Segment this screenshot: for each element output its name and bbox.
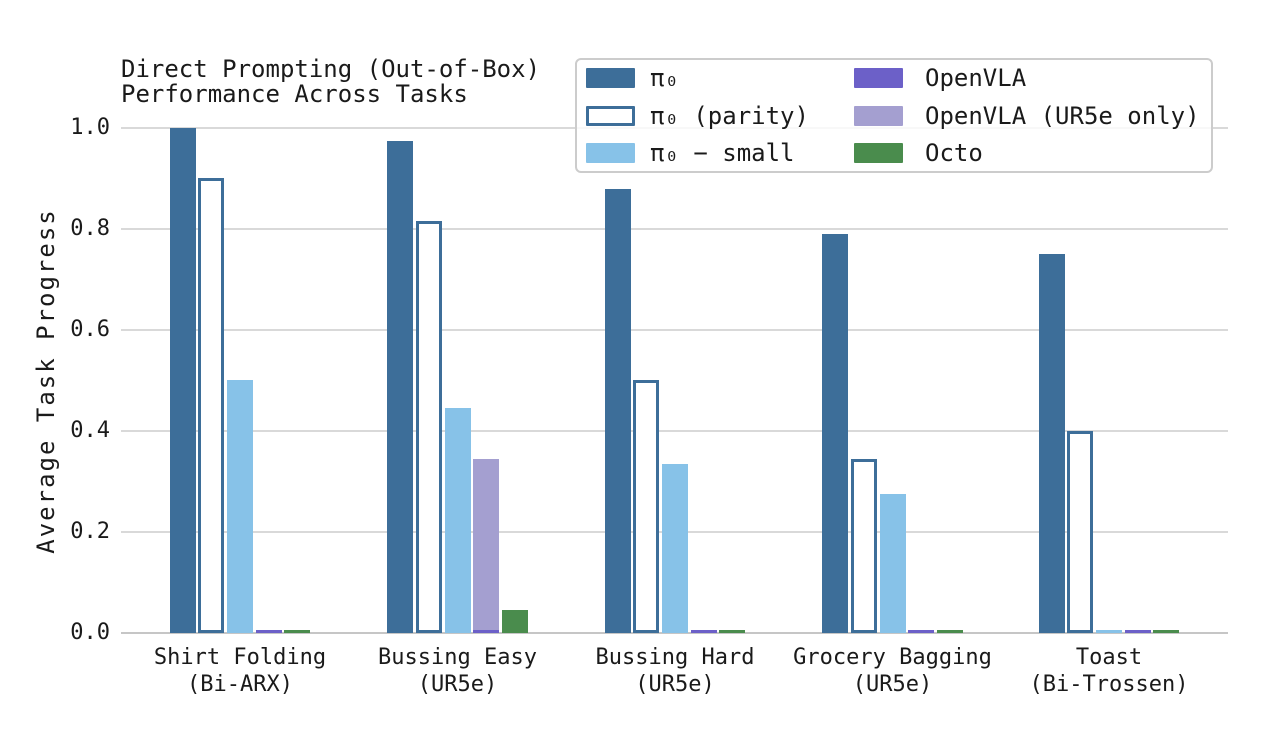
bar-pi0-parity-g4 (1067, 431, 1093, 633)
bar-pi0-g4 (1039, 254, 1065, 633)
bar-octo-g2 (719, 630, 745, 633)
x-tick-line1: Toast (1075, 645, 1143, 670)
y-tick-label: 0.8 (70, 216, 110, 241)
bar-pi0-g2 (605, 189, 631, 633)
x-tick-line1: Shirt Folding (153, 645, 327, 670)
legend-item-label: OpenVLA (UR5e only) (925, 101, 1200, 130)
x-axis-line (121, 632, 1228, 634)
x-tick-label: Shirt Folding (Bi-ARX) (125, 644, 355, 698)
chart-title: Direct Prompting (Out-of-Box) Performanc… (121, 57, 540, 107)
legend-swatch (586, 68, 635, 88)
x-tick-label: Bussing Easy (UR5e) (343, 644, 573, 698)
x-tick-label: Bussing Hard (UR5e) (560, 644, 790, 698)
x-tick-label: Grocery Bagging (UR5e) (778, 644, 1008, 698)
bar-pi0-small-g3 (880, 494, 906, 633)
y-tick-label: 0.2 (70, 519, 110, 544)
bar-pi0-g1 (387, 141, 413, 633)
chart-title-line1: Direct Prompting (Out-of-Box) (121, 55, 541, 83)
legend-item-label: π₀ (parity) (650, 101, 809, 130)
legend-item-label: π₀ (650, 64, 679, 92)
bar-pi0-g3 (822, 234, 848, 633)
bar-openvla-g2 (691, 630, 717, 633)
legend-swatch (586, 143, 635, 163)
bar-pi0-parity-g2 (633, 380, 659, 633)
legend: π₀ π₀ (parity) π₀ − small OpenVLA OpenVLA (U… (575, 58, 1213, 173)
x-tick-line2: (UR5e) (852, 672, 933, 697)
bar-openvla-g3 (908, 630, 934, 633)
legend-item-label: OpenVLA (925, 64, 1027, 92)
bar-pi0-small-g1 (445, 408, 471, 633)
x-tick-line2: (Bi-ARX) (187, 672, 293, 697)
bar-octo-g3 (937, 630, 963, 633)
y-tick-label: 0.6 (70, 317, 110, 342)
legend-item-label: Octo (925, 139, 983, 167)
x-tick-label: Toast (Bi-Trossen) (994, 644, 1224, 698)
bar-octo-g0 (284, 630, 310, 633)
x-tick-line1: Bussing Hard (595, 645, 755, 670)
gridline (121, 430, 1228, 432)
x-tick-line2: (UR5e) (417, 672, 498, 697)
chart-title-line2: Performance Across Tasks (121, 80, 468, 108)
bar-pi0-parity-g1 (416, 221, 442, 633)
bar-octo-g4 (1153, 630, 1179, 633)
bar-pi0-parity-g0 (198, 178, 224, 633)
y-tick-label: 0.4 (70, 418, 110, 443)
bar-pi0-small-g2 (662, 464, 688, 633)
bar-openvla-g1 (473, 630, 499, 633)
bar-openvla-g4 (1125, 630, 1151, 633)
legend-swatch (854, 105, 903, 126)
bar-pi0-g0 (170, 128, 196, 633)
bar-openvla-g0 (256, 630, 282, 633)
legend-item-label: π₀ − small (650, 139, 795, 167)
x-tick-line1: Bussing Easy (378, 645, 537, 670)
y-tick-label: 0.0 (70, 620, 110, 645)
x-tick-line1: Grocery Bagging (793, 645, 992, 670)
y-axis-label: Average Task Progress (32, 208, 60, 554)
legend-swatch (854, 68, 903, 88)
x-tick-line2: (UR5e) (635, 672, 715, 697)
bar-pi0-small-g0 (227, 380, 253, 633)
bar-pi0-small-g4 (1096, 630, 1122, 633)
bar-pi0-parity-g3 (851, 459, 877, 633)
gridline (121, 228, 1228, 230)
bar-octo-g1 (502, 610, 528, 633)
legend-swatch (854, 143, 903, 163)
legend-swatch (586, 105, 635, 126)
x-tick-line2: (Bi-Trossen) (1029, 672, 1189, 697)
bar-openvla-ur5e-g1 (473, 459, 499, 633)
y-tick-label: 1.0 (70, 115, 110, 140)
gridline (121, 329, 1228, 331)
